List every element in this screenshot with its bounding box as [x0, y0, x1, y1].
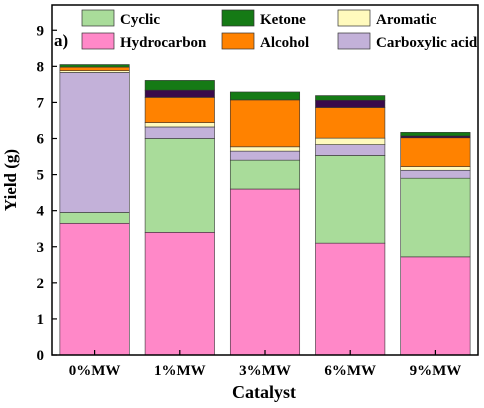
y-tick-label: 3 — [37, 240, 45, 256]
legend-label-cyclic: Cyclic — [120, 12, 160, 28]
panel-label: a) — [54, 31, 68, 50]
x-tick-label: 0%MW — [69, 363, 121, 379]
y-tick-label: 9 — [37, 23, 45, 39]
bar-segment-6-mw-ketone — [315, 95, 386, 101]
legend-swatch-ketone — [221, 9, 255, 27]
x-tick-label: 9%MW — [410, 363, 462, 379]
bar-segment-3-mw-alcohol — [229, 99, 301, 148]
legend: Cyclic Ketone Aromatic Hydrocarbon Alcohol Ca… — [81, 9, 478, 51]
bar-segment-6-mw-aromatic — [315, 137, 386, 145]
bar-segment-1-mw-carboxylic-acid — [144, 126, 215, 139]
bar-segment-1-mw-unlabeled-dark-band — [144, 89, 215, 98]
bar-segment-1-mw-alcohol — [144, 97, 215, 123]
x-axis: 0%MW 1%MW 3%MW 6%MW 9%MW — [69, 350, 461, 379]
bar-segment-6-mw-unlabeled-dark-band — [315, 99, 386, 108]
bar-segment-1-mw-cyclic — [144, 138, 215, 233]
bar-segment-0-mw-alcohol — [59, 66, 130, 71]
y-tick-label: 0 — [37, 348, 45, 364]
bars-group — [59, 64, 471, 356]
bar-segment-3-mw-carboxylic-acid — [229, 150, 301, 161]
bar-segment-6-mw-cyclic — [315, 155, 386, 244]
x-tick-label: 1%MW — [154, 363, 206, 379]
y-tick-label: 6 — [37, 132, 45, 148]
legend-swatch-carboxylic-acid — [337, 32, 371, 50]
legend-swatch-hydrocarbon — [81, 32, 115, 50]
y-tick-label: 7 — [37, 95, 45, 111]
bar-segment-9-mw-ketone — [400, 132, 471, 137]
bar-segment-3-mw-cyclic — [229, 159, 301, 190]
y-axis-title: Yield (g) — [1, 149, 20, 211]
legend-label-ketone: Ketone — [260, 12, 306, 28]
legend-label-carboxylic-acid: Carboxylic acid — [376, 35, 478, 51]
legend-label-alcohol: Alcohol — [260, 35, 309, 51]
legend-swatch-alcohol — [221, 32, 255, 50]
bar-segment-9-mw-carboxylic-acid — [400, 169, 471, 179]
y-tick-label: 8 — [37, 59, 45, 75]
legend-label-hydrocarbon: Hydrocarbon — [120, 35, 207, 51]
bar-segment-6-mw-carboxylic-acid — [315, 144, 386, 156]
bar-segment-3-mw-ketone — [229, 91, 301, 101]
bar-segment-9-mw-alcohol — [400, 137, 471, 167]
bar-segment-0-mw-cyclic — [59, 212, 130, 224]
y-tick-label: 4 — [37, 204, 45, 220]
bar-segment-0-mw-ketone — [59, 64, 130, 68]
bar-segment-3-mw-hydrocarbon — [229, 188, 301, 356]
bar-segment-1-mw-aromatic — [144, 122, 215, 128]
y-tick-label: 1 — [37, 312, 45, 328]
y-tick-label: 2 — [37, 276, 45, 292]
y-tick-label: 5 — [37, 168, 45, 184]
bar-segment-9-mw-aromatic — [400, 166, 471, 171]
x-tick-label: 6%MW — [324, 363, 376, 379]
bar-segment-9-mw-cyclic — [400, 177, 471, 258]
bar-segment-6-mw-hydrocarbon — [315, 242, 386, 356]
x-tick-label: 3%MW — [239, 363, 291, 379]
x-axis-title: Catalyst — [232, 382, 296, 402]
legend-label-aromatic: Aromatic — [376, 12, 437, 28]
bar-segment-9-mw-hydrocarbon — [400, 256, 471, 356]
legend-swatch-aromatic — [337, 9, 371, 27]
bar-segment-0-mw-carboxylic-acid — [59, 72, 130, 213]
bar-segment-3-mw-aromatic — [229, 146, 301, 152]
y-axis: 0 1 2 3 4 5 6 7 8 9 — [37, 23, 57, 364]
bar-segment-1-mw-ketone — [144, 80, 215, 91]
bar-segment-0-mw-hydrocarbon — [59, 223, 130, 356]
bar-segment-6-mw-alcohol — [315, 107, 386, 139]
legend-swatch-cyclic — [81, 9, 115, 27]
bar-segment-1-mw-hydrocarbon — [144, 232, 215, 356]
